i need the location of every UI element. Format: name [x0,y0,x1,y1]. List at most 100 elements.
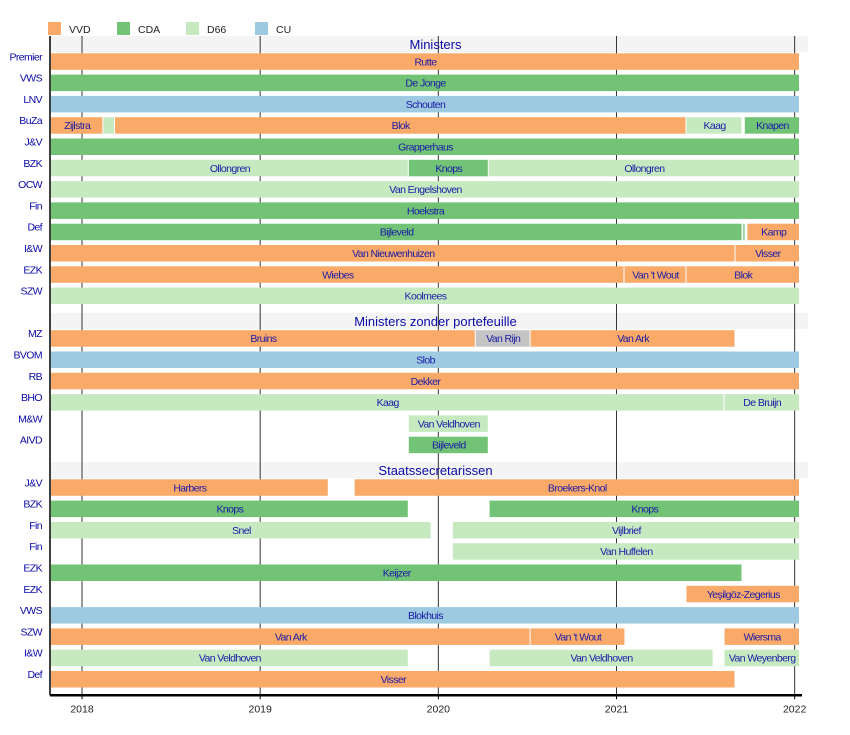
bar-kaag [686,117,742,134]
section-band [51,312,808,329]
bar-label: Visser [755,248,781,260]
bar-de-jonge [51,74,799,92]
bar-label: Knops [631,504,658,516]
bar-label: Van Veldhoven [418,418,481,430]
bar-label: Blok [392,120,411,132]
bar-kamp [747,223,799,241]
bar-interim [103,117,114,134]
section-band [51,462,808,478]
bar-label: Kaag [377,397,400,409]
legend-swatch-cu [255,22,268,35]
bar-label: Knapen [756,120,789,132]
bar-label: Harbers [173,482,206,494]
row-label: OCW [18,179,43,191]
bar-interim [743,223,745,241]
bar-van-ark [530,330,735,347]
bar-van-t-wout [530,628,625,645]
bar-label: Zijlstra [64,120,91,132]
bar-label: Keijzer [383,568,412,580]
legend: VVD CDA D66 CU [48,22,291,36]
row-label: Def [27,669,42,681]
section-title: Staatssecretarissen [378,463,492,478]
legend-label-cda: CDA [138,24,160,36]
bar-vijlbrief [452,521,799,539]
bar-label: Visser [381,674,407,686]
bar-broekers-knol [354,479,799,496]
tick-label-2020: 2020 [427,703,451,715]
bar-rutte [51,53,799,70]
bar-label: Ollongren [210,163,251,175]
bar-label: Bijleveld [380,227,414,239]
bar-label: Snel [232,525,251,537]
section-title-backgrounds [51,36,808,478]
row-label: Fin [29,520,43,532]
bar-label: Slob [416,355,435,367]
bar-schouten [51,95,799,113]
bar-snel [51,521,431,539]
row-label: BZK [23,158,42,170]
bar-van-weyenberg [724,649,799,667]
bar-label: Blokhuis [408,610,443,622]
row-label: Fin [29,541,43,553]
tick-label-2018: 2018 [70,703,94,715]
bar-label: De Jonge [405,78,446,90]
row-label: BZK [23,499,42,511]
bar-label: Kaag [703,120,726,132]
tick-label-2022: 2022 [783,703,807,715]
row-label: J&V [25,477,43,489]
bar-label: Van Ark [617,333,650,345]
bar-label: Hoekstra [407,205,445,217]
x-axis: 2018 2019 2020 2021 2022 [49,36,807,715]
bar-hoekstra [51,202,799,219]
bar-label: Dekker [411,376,442,388]
bar-van-ark [51,628,530,645]
bar-de-bruijn [724,394,799,411]
bar-label: Wiebes [322,269,354,281]
bar-label: Van Engelshoven [389,184,462,196]
bar-label: Rutte [414,56,437,68]
bar-van-veldhoven [408,415,488,432]
bar-label: Van Veldhoven [199,653,262,665]
bar-kaag [51,394,724,411]
legend-swatch-vvd [48,22,61,35]
bar-van-rijn [475,330,530,347]
bar-bijleveld [51,223,742,241]
row-label: EZK [23,264,42,276]
bar-van-veldhoven [489,649,713,667]
bar-label: Ollongren [624,163,665,175]
bar-label: Van Ark [275,631,308,643]
bar-visser [51,671,735,688]
row-label: RB [29,371,43,383]
row-label: I&W [24,648,43,660]
row-label: M&W [18,413,43,425]
row-labels: Ministers Premier VWS LNV BuZa J&V BZK OCW Fin De… [9,37,516,681]
bar-wiebes [51,266,624,283]
tick-label-2021: 2021 [605,703,629,715]
bar-ollongren [51,159,408,177]
bar-label: Vijlbrief [612,525,642,537]
bar-grapperhaus [51,138,799,155]
bar-label: Knops [435,163,462,175]
legend-swatch-d66 [186,22,199,35]
row-label: EZK [23,563,42,575]
bar-koolmees [51,287,799,305]
bar-van-veldhoven [51,649,408,667]
bar-harbers [51,479,328,496]
bar-van-engelshoven [51,181,799,198]
bar-label: Yeşilgöz-Zegerius [707,589,780,601]
bar-slob [51,351,799,368]
bar-label: Van Rijn [486,333,521,345]
bars: Rutte De Jonge Schouten Zijlstra Blok Kaag Kna… [51,53,799,688]
bar-label: Van Huffelen [600,546,653,558]
bar-blok [115,117,686,134]
section-title: Ministers [409,37,462,52]
bar-blokhuis [51,607,799,624]
bar-label: Bruins [250,333,277,345]
bar-label: Kamp [761,227,787,239]
bar-bijleveld [408,436,488,454]
row-label: EZK [23,584,42,596]
row-label: BVOM [13,350,42,362]
bar-label: Van 't Wout [555,631,602,643]
row-label: MZ [28,328,43,340]
